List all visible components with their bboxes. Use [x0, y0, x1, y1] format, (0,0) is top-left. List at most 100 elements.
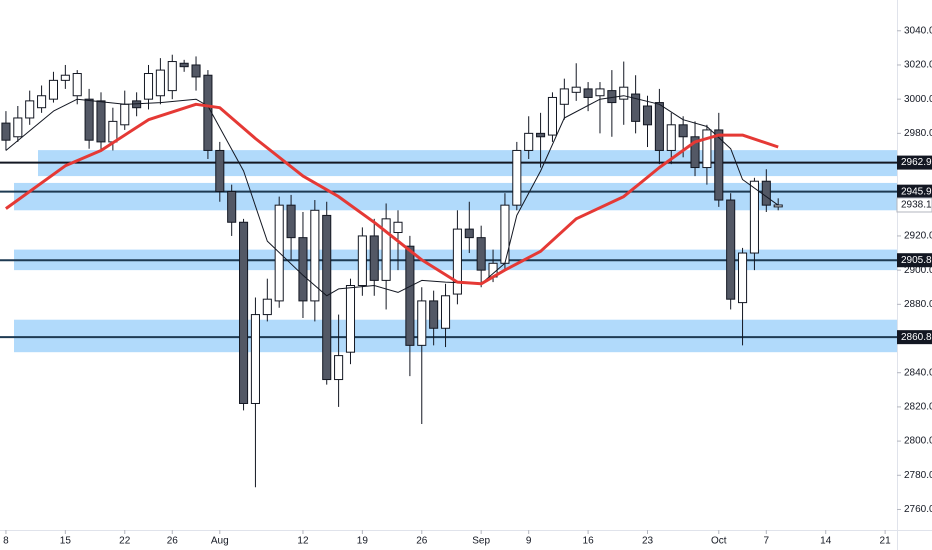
- candle-body: [726, 199, 736, 300]
- candle-body: [334, 355, 344, 381]
- candle-body: [476, 237, 486, 271]
- level-price-label: 2945.9: [901, 186, 932, 197]
- y-tick-label: 2760.0: [904, 504, 932, 515]
- x-tick-label: 26: [167, 536, 179, 547]
- candle-body: [345, 285, 356, 353]
- candle-body: [642, 105, 653, 126]
- candle-body: [773, 204, 783, 208]
- x-tick-label: 9: [526, 536, 532, 547]
- y-tick-label: 2880.0: [904, 299, 932, 310]
- y-tick-label: 2820.0: [904, 402, 932, 413]
- candle-body: [322, 214, 332, 381]
- candle-body: [203, 74, 213, 151]
- candle-body: [761, 180, 771, 206]
- candle-body: [25, 100, 35, 119]
- x-tick-label: 14: [820, 536, 832, 547]
- candle-body: [215, 149, 225, 192]
- level-price-label: 2962.9: [901, 157, 932, 168]
- candle-body: [440, 295, 451, 329]
- y-tick-label: 3020.0: [904, 60, 932, 71]
- y-tick-label: 2780.0: [904, 470, 932, 481]
- y-tick-label: 2840.0: [904, 367, 932, 378]
- candle-body: [595, 88, 605, 97]
- candle-body: [464, 228, 474, 239]
- candle-body: [96, 100, 106, 143]
- candle-body: [179, 62, 189, 68]
- candle-body: [286, 204, 296, 239]
- x-tick-label: Aug: [211, 536, 229, 547]
- candle-body: [702, 129, 712, 169]
- level-price-box: [897, 253, 932, 268]
- candle-body: [666, 124, 676, 151]
- level-price-label: 2860.8: [901, 332, 932, 343]
- candle-body: [369, 235, 379, 281]
- candle-body: [583, 88, 593, 98]
- x-tick-label: 15: [60, 536, 72, 547]
- x-tick-label: 7: [764, 536, 770, 547]
- y-tick-label: 2800.0: [904, 436, 932, 447]
- candle-body: [143, 73, 154, 100]
- candle-body: [512, 149, 522, 206]
- x-tick-label: 19: [357, 536, 369, 547]
- candle-body: [108, 120, 118, 143]
- candle-body: [310, 209, 320, 302]
- y-tick-label: 3000.0: [904, 94, 932, 105]
- y-tick-label: 2900.0: [904, 265, 932, 276]
- level-band: [14, 182, 897, 211]
- candle-body: [155, 69, 165, 97]
- candle-body: [262, 298, 272, 316]
- candle-body: [227, 190, 237, 223]
- x-tick-label: 8: [3, 536, 9, 547]
- candle-body: [536, 132, 546, 138]
- candle-body: [571, 86, 581, 93]
- level-price-box: [897, 330, 932, 345]
- candle-body: [191, 64, 201, 78]
- y-tick-label: 3040.0: [904, 25, 932, 36]
- candle-body: [559, 88, 569, 105]
- candle-body: [619, 86, 629, 100]
- last-price-label: 2938.1: [901, 200, 932, 211]
- candle-body: [381, 218, 391, 281]
- y-tick-label: 2980.0: [904, 128, 932, 139]
- candle-body: [524, 132, 534, 151]
- y-tick-label: 2920.0: [904, 231, 932, 242]
- level-price-box: [897, 184, 932, 199]
- last-price-box: [896, 197, 932, 213]
- candle-body: [417, 300, 427, 346]
- candle-body: [60, 74, 70, 81]
- level-band: [14, 319, 897, 353]
- candle-body: [298, 237, 308, 302]
- moving-average: [5, 102, 779, 286]
- candle-body: [654, 102, 664, 151]
- candle-body: [239, 221, 249, 404]
- x-tick-label: 23: [642, 536, 654, 547]
- candle-body: [13, 117, 23, 138]
- candle-body: [690, 136, 700, 169]
- candle-body: [167, 61, 177, 92]
- candle-body: [738, 252, 748, 304]
- candle-body: [120, 103, 130, 126]
- x-tick-label: 21: [880, 536, 892, 547]
- candle-body: [393, 221, 403, 234]
- x-tick-label: 12: [297, 536, 309, 547]
- candle-body: [84, 98, 94, 141]
- candle-body: [1, 122, 11, 141]
- candle-body: [749, 180, 759, 254]
- candle-body: [429, 300, 439, 329]
- moving-average: [5, 95, 779, 297]
- candle-body: [500, 204, 510, 264]
- candle-body: [72, 73, 82, 97]
- x-tick-label: Oct: [711, 536, 727, 547]
- candle-body: [357, 235, 367, 287]
- x-tick-label: 26: [416, 536, 428, 547]
- candle-body: [452, 228, 462, 295]
- candle-body: [547, 96, 557, 136]
- candle-body: [48, 79, 59, 100]
- x-tick-label: 22: [119, 536, 131, 547]
- candle-body: [405, 245, 415, 346]
- candle-body: [714, 129, 724, 201]
- candle-body: [37, 95, 47, 109]
- x-tick-label: 16: [583, 536, 595, 547]
